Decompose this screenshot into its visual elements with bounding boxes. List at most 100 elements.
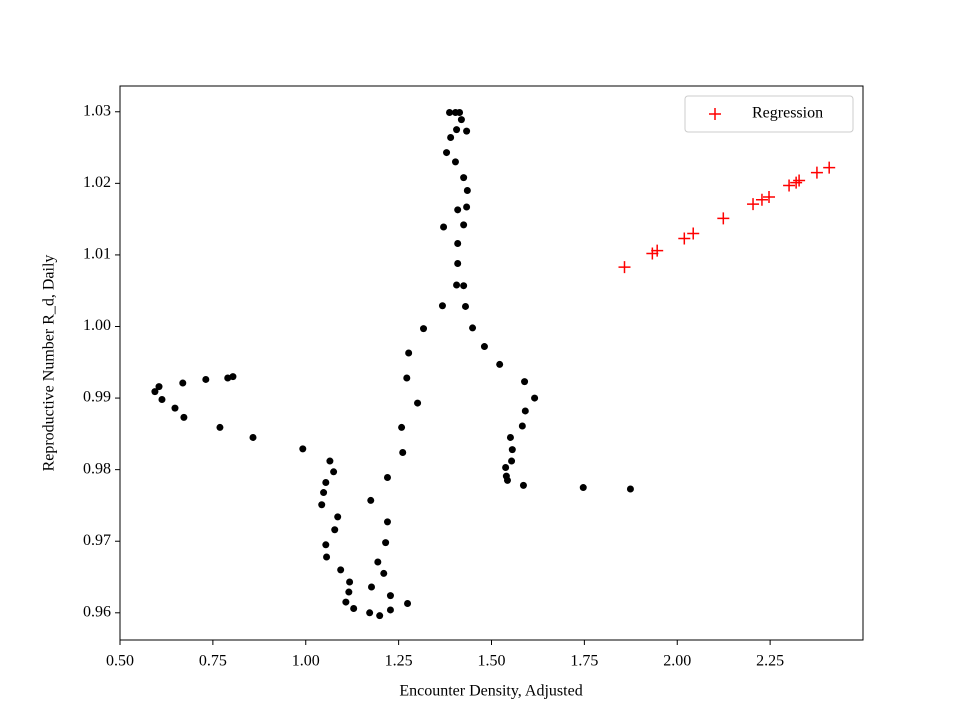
point: [403, 374, 411, 382]
point: [454, 239, 462, 247]
point: [457, 116, 465, 124]
x-tick-label: 1.00: [292, 653, 320, 670]
point: [463, 127, 471, 135]
point: [521, 407, 529, 415]
point: [404, 599, 412, 607]
point: [229, 373, 237, 381]
point: [345, 588, 353, 596]
point: [678, 232, 691, 245]
point: [453, 281, 461, 289]
point: [454, 206, 462, 214]
point: [443, 149, 451, 157]
point: [793, 174, 806, 187]
x-tick-label: 0.50: [106, 653, 134, 670]
point: [438, 302, 446, 310]
point: [646, 247, 659, 260]
y-tick-label: 0.98: [83, 460, 111, 477]
point: [322, 541, 330, 549]
point: [446, 108, 454, 116]
point: [480, 343, 488, 351]
y-tick-label: 1.00: [83, 317, 111, 334]
point: [202, 375, 210, 383]
point: [158, 396, 166, 404]
point: [405, 349, 413, 357]
point: [440, 223, 448, 231]
x-tick-label: 2.25: [756, 653, 784, 670]
point: [151, 388, 159, 396]
point: [503, 476, 511, 484]
point: [502, 464, 510, 472]
point: [386, 592, 394, 600]
point: [322, 479, 330, 487]
point: [382, 539, 390, 547]
point: [460, 282, 468, 290]
point: [386, 606, 394, 614]
y-tick-label: 0.97: [83, 532, 111, 549]
y-tick-label: 0.99: [83, 389, 111, 406]
point: [461, 302, 469, 310]
point: [790, 176, 803, 189]
point: [331, 526, 339, 534]
point: [453, 126, 461, 134]
point: [376, 612, 384, 620]
point: [460, 221, 468, 229]
point: [463, 203, 471, 211]
point: [342, 598, 350, 606]
point: [318, 501, 326, 509]
point: [414, 399, 422, 407]
x-tick-label: 1.75: [570, 653, 598, 670]
point: [383, 518, 391, 526]
point: [460, 174, 468, 182]
point: [763, 190, 776, 203]
point: [618, 261, 631, 274]
x-tick-label: 2.00: [663, 653, 691, 670]
x-axis-label: Encounter Density, Adjusted: [399, 683, 582, 700]
y-tick-label: 0.96: [83, 603, 111, 620]
point: [346, 578, 354, 586]
point: [374, 558, 382, 566]
point: [496, 360, 504, 368]
point: [717, 212, 730, 225]
point: [249, 433, 257, 441]
y-tick-label: 1.03: [83, 102, 111, 119]
point: [454, 260, 462, 268]
point: [337, 566, 345, 574]
point: [216, 423, 224, 431]
point: [323, 553, 331, 561]
y-tick-label: 1.01: [83, 246, 111, 263]
point: [508, 446, 516, 454]
point: [420, 325, 428, 333]
point: [687, 227, 700, 240]
legend-box: [684, 95, 854, 133]
point: [755, 193, 768, 206]
point: [506, 433, 514, 441]
point: [383, 474, 391, 482]
point: [783, 179, 796, 192]
point: [531, 394, 539, 402]
point: [380, 569, 388, 577]
point: [334, 513, 342, 521]
point: [447, 134, 455, 142]
point: [368, 583, 376, 591]
point: [367, 496, 375, 504]
point: [155, 383, 163, 391]
point: [521, 378, 529, 386]
legend-label: Regression: [752, 105, 823, 122]
point: [399, 448, 407, 456]
point: [823, 161, 836, 174]
point: [747, 198, 760, 211]
x-tick-label: 1.50: [478, 653, 506, 670]
point: [326, 457, 334, 465]
point: [330, 468, 338, 476]
legend-marker: [709, 108, 721, 120]
point: [320, 489, 328, 497]
point: [451, 158, 459, 166]
point: [456, 108, 464, 116]
point: [519, 481, 527, 489]
point: [180, 413, 188, 421]
y-axis-label: Reproductive Number R_d, Daily: [41, 255, 58, 472]
y-tick-label: 1.02: [83, 174, 111, 191]
point: [398, 423, 406, 431]
point: [810, 166, 823, 179]
